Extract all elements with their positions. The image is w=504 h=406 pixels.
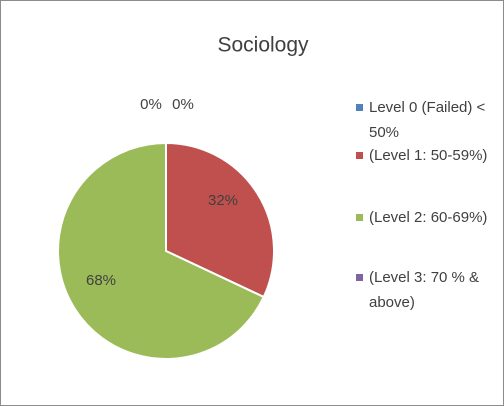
legend-entry: (Level 1: 50-59%) bbox=[356, 143, 496, 168]
legend-label: (Level 1: 50-59%) bbox=[369, 147, 488, 164]
legend-label: (Level 3: 70 % & above) bbox=[369, 269, 480, 311]
legend-label: (Level 2: 60-69%) bbox=[369, 209, 488, 226]
pie-slice bbox=[57, 141, 266, 360]
data-label: 0% bbox=[140, 96, 162, 113]
data-label: 0% bbox=[172, 96, 194, 113]
legend-entry: (Level 3: 70 % & above) bbox=[356, 265, 496, 315]
legend-swatch bbox=[356, 214, 363, 221]
legend-swatch bbox=[356, 104, 363, 111]
data-label: 68% bbox=[86, 272, 116, 289]
data-label: 32% bbox=[208, 192, 238, 209]
legend-swatch bbox=[356, 274, 363, 281]
pie-slice bbox=[165, 141, 275, 299]
legend-swatch bbox=[356, 152, 363, 159]
legend-label: Level 0 (Failed) < 50% bbox=[369, 99, 486, 141]
legend-entry: (Level 2: 60-69%) bbox=[356, 205, 496, 230]
chart-title: Sociology bbox=[217, 34, 309, 57]
legend-entry: Level 0 (Failed) < 50% bbox=[356, 95, 496, 145]
